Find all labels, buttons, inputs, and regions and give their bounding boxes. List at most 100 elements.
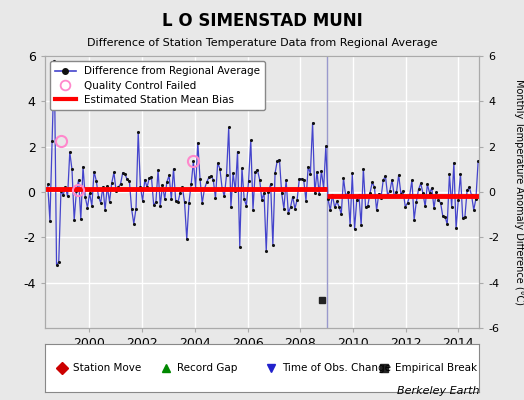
Point bbox=[445, 171, 454, 177]
Point bbox=[342, 193, 350, 199]
Point bbox=[63, 193, 72, 200]
Point bbox=[353, 197, 361, 203]
Point bbox=[211, 195, 220, 202]
Point bbox=[103, 183, 112, 190]
Point bbox=[362, 204, 370, 210]
Point bbox=[379, 177, 387, 183]
Point bbox=[297, 175, 305, 182]
Point bbox=[160, 196, 169, 202]
Point bbox=[224, 124, 233, 130]
Point bbox=[92, 178, 101, 184]
Point bbox=[242, 202, 250, 209]
Point bbox=[94, 194, 103, 200]
Point bbox=[112, 188, 121, 195]
Point bbox=[397, 190, 405, 197]
Point bbox=[315, 191, 323, 198]
Point bbox=[66, 149, 74, 155]
Point bbox=[388, 177, 396, 183]
Point bbox=[105, 199, 114, 205]
Point bbox=[470, 207, 478, 213]
Point bbox=[461, 214, 469, 220]
Point bbox=[324, 196, 332, 202]
Point bbox=[191, 184, 200, 191]
Text: Station Move: Station Move bbox=[73, 363, 141, 373]
Point bbox=[140, 176, 149, 183]
Point bbox=[450, 160, 458, 166]
Point bbox=[238, 165, 246, 171]
Point bbox=[59, 192, 68, 198]
Point bbox=[300, 177, 308, 184]
Point bbox=[180, 199, 189, 206]
Point bbox=[302, 197, 310, 204]
Point bbox=[269, 242, 277, 248]
Point bbox=[107, 180, 116, 186]
Point bbox=[218, 185, 226, 191]
Point bbox=[158, 182, 167, 188]
Point bbox=[81, 194, 90, 200]
Point bbox=[419, 190, 427, 196]
Point bbox=[284, 210, 292, 216]
Point bbox=[85, 190, 94, 196]
Point bbox=[375, 190, 383, 197]
Point bbox=[88, 202, 96, 209]
Point bbox=[273, 158, 281, 164]
Point bbox=[167, 196, 176, 203]
Point bbox=[472, 195, 480, 202]
Point bbox=[282, 177, 290, 183]
Point bbox=[311, 190, 319, 197]
Point bbox=[205, 174, 213, 181]
Y-axis label: Monthly Temperature Anomaly Difference (°C): Monthly Temperature Anomaly Difference (… bbox=[514, 79, 523, 305]
Point bbox=[57, 188, 65, 194]
Point bbox=[474, 158, 482, 164]
Legend: Difference from Regional Average, Quality Control Failed, Estimated Station Mean: Difference from Regional Average, Qualit… bbox=[50, 61, 265, 110]
Point bbox=[410, 216, 418, 223]
Point bbox=[251, 169, 259, 175]
Point bbox=[454, 197, 463, 204]
Point bbox=[43, 181, 52, 188]
Point bbox=[231, 188, 239, 194]
Point bbox=[129, 220, 138, 227]
Point bbox=[236, 244, 244, 250]
Point bbox=[136, 184, 145, 190]
Point bbox=[351, 226, 359, 233]
Point bbox=[189, 158, 198, 165]
Point bbox=[465, 184, 474, 191]
Point bbox=[306, 170, 314, 177]
Point bbox=[202, 179, 211, 186]
Point bbox=[99, 184, 107, 190]
Point bbox=[171, 198, 180, 204]
Point bbox=[293, 196, 301, 203]
Point bbox=[101, 206, 110, 213]
Point bbox=[399, 188, 407, 194]
Point bbox=[390, 193, 398, 199]
Point bbox=[52, 261, 61, 268]
Point bbox=[447, 204, 456, 210]
Point bbox=[344, 189, 352, 196]
Point bbox=[110, 169, 118, 176]
Point bbox=[182, 236, 191, 242]
Point bbox=[355, 192, 363, 198]
Point bbox=[267, 181, 275, 187]
Point bbox=[151, 199, 160, 206]
Text: L O SIMENSTAD MUNI: L O SIMENSTAD MUNI bbox=[161, 12, 363, 30]
Point bbox=[116, 181, 125, 187]
Point bbox=[176, 190, 184, 196]
Point bbox=[317, 168, 325, 174]
Point bbox=[439, 213, 447, 220]
Point bbox=[240, 196, 248, 202]
Point bbox=[359, 166, 367, 172]
Point bbox=[280, 206, 288, 212]
Point bbox=[198, 200, 206, 206]
Point bbox=[138, 198, 147, 204]
Point bbox=[227, 204, 235, 210]
Point bbox=[432, 189, 440, 196]
Point bbox=[68, 166, 76, 173]
Point bbox=[163, 178, 171, 185]
Point bbox=[333, 198, 341, 205]
Point bbox=[395, 172, 403, 178]
Text: Difference of Station Temperature Data from Regional Average: Difference of Station Temperature Data f… bbox=[87, 38, 437, 48]
Point bbox=[295, 176, 303, 182]
Point bbox=[452, 225, 460, 232]
Point bbox=[392, 189, 401, 196]
Point bbox=[132, 206, 140, 212]
